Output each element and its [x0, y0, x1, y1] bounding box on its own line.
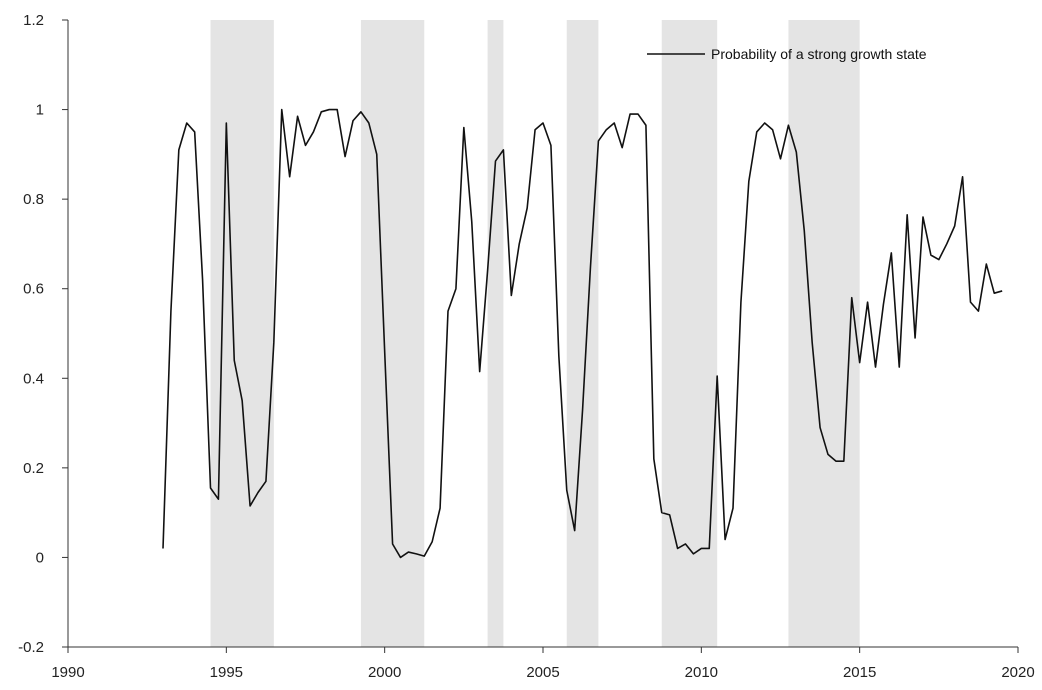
- legend: Probability of a strong growth state: [647, 46, 927, 62]
- x-tick-label: 2005: [526, 664, 559, 681]
- x-tick-label: 1990: [51, 664, 84, 681]
- y-tick-label: -0.2: [18, 639, 44, 656]
- shaded-period: [661, 20, 718, 647]
- legend-label: Probability of a strong growth state: [711, 46, 927, 62]
- shaded-period: [210, 20, 274, 647]
- series-line: [162, 108, 1003, 559]
- x-tick-label: 2015: [843, 664, 876, 681]
- y-tick-label: 1: [36, 102, 44, 119]
- x-tick-label: 2010: [685, 664, 718, 681]
- series: [162, 108, 1003, 559]
- shaded-period: [487, 20, 504, 647]
- shaded-periods: [210, 20, 860, 647]
- y-tick-label: 0.8: [23, 191, 44, 208]
- y-tick-label: 0.4: [23, 370, 44, 387]
- shaded-period: [788, 20, 860, 647]
- y-tick-label: 0.2: [23, 460, 44, 477]
- axes: 1990 1995 2000 2005 2010 2015 2020 -0.2 0 0.2 0.4 0…: [18, 12, 1035, 681]
- y-tick-label: 1.2: [23, 12, 44, 29]
- y-tick-label: 0: [36, 549, 44, 566]
- x-tick-label: 1995: [210, 664, 243, 681]
- y-tick-label: 0.6: [23, 281, 44, 298]
- x-tick-label: 2020: [1001, 664, 1034, 681]
- shaded-period: [566, 20, 599, 647]
- x-tick-label: 2000: [368, 664, 401, 681]
